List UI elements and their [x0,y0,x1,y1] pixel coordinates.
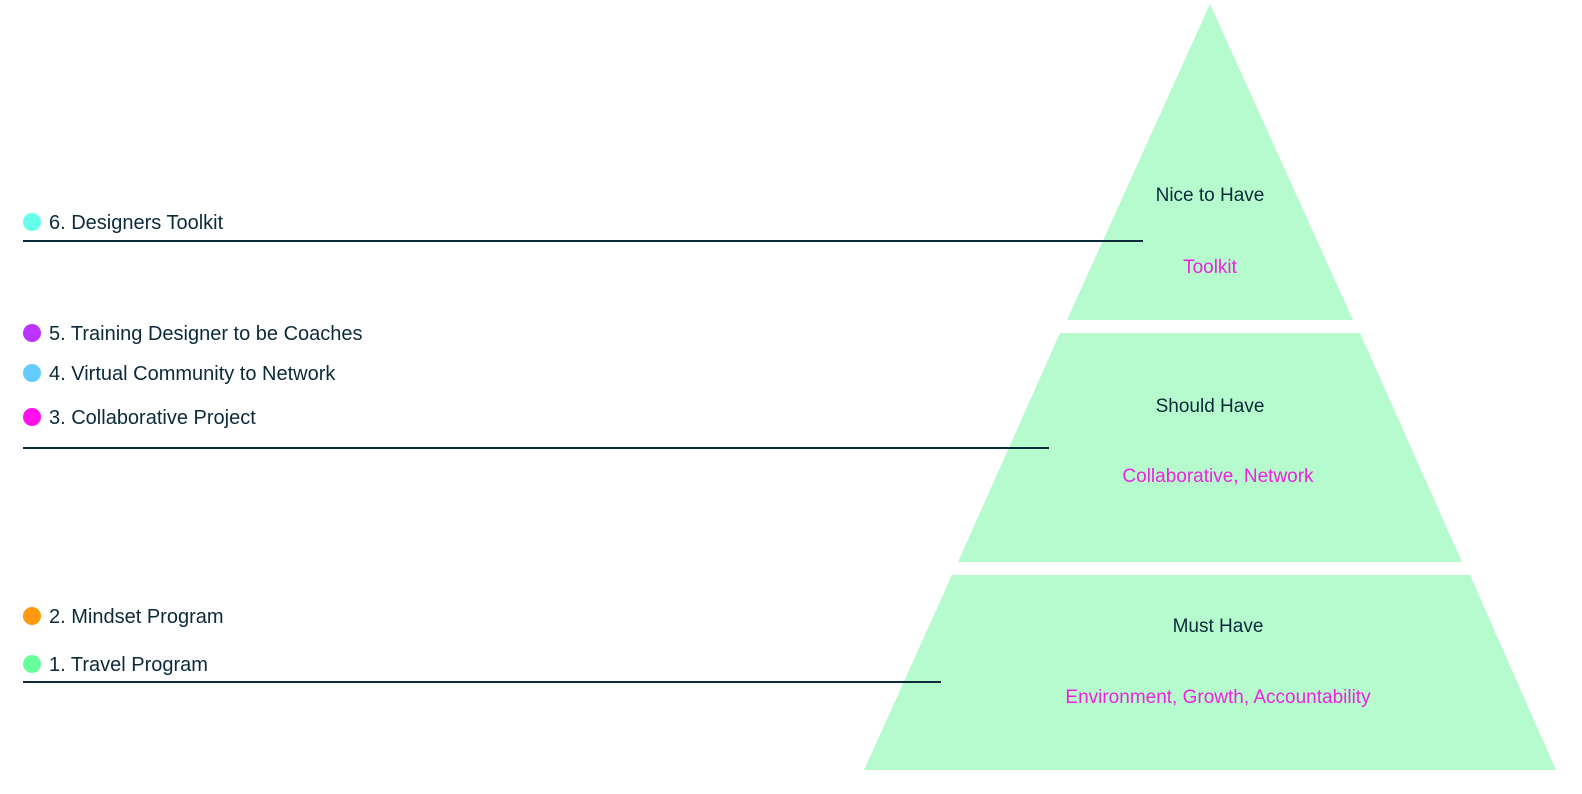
item-label: 4. Virtual Community to Network [49,363,336,385]
bullet-dot [23,607,41,625]
item-label: 2. Mindset Program [49,606,224,628]
tier-top-title: Nice to Have [1156,185,1265,206]
item-list: 6. Designers Toolkit 5. Training Designe… [23,212,363,676]
bullet-dot [23,324,41,342]
tier-middle-subtitle: Collaborative, Network [1122,466,1314,487]
divider-lines [23,240,1143,683]
tier-middle-shape [958,333,1462,562]
list-item: 6. Designers Toolkit [23,212,224,234]
bullet-dot [23,364,41,382]
item-label: 1. Travel Program [49,654,208,676]
tier-top-subtitle: Toolkit [1183,257,1238,278]
tier-middle-title: Should Have [1156,396,1265,417]
list-item: 3. Collaborative Project [23,407,256,429]
item-label: 3. Collaborative Project [49,407,256,429]
item-label: 5. Training Designer to be Coaches [49,323,363,345]
list-item: 5. Training Designer to be Coaches [23,323,363,345]
bullet-dot [23,213,41,231]
list-item: 1. Travel Program [23,654,208,676]
item-label: 6. Designers Toolkit [49,212,224,234]
list-item: 4. Virtual Community to Network [23,363,336,385]
tier-bottom-title: Must Have [1173,616,1264,637]
pyramid: Nice to Have Toolkit Should Have Collabo… [864,4,1556,770]
bullet-dot [23,655,41,673]
tier-bottom-shape [864,575,1556,770]
bullet-dot [23,408,41,426]
list-item: 2. Mindset Program [23,606,224,628]
tier-bottom-subtitle: Environment, Growth, Accountability [1065,687,1371,708]
